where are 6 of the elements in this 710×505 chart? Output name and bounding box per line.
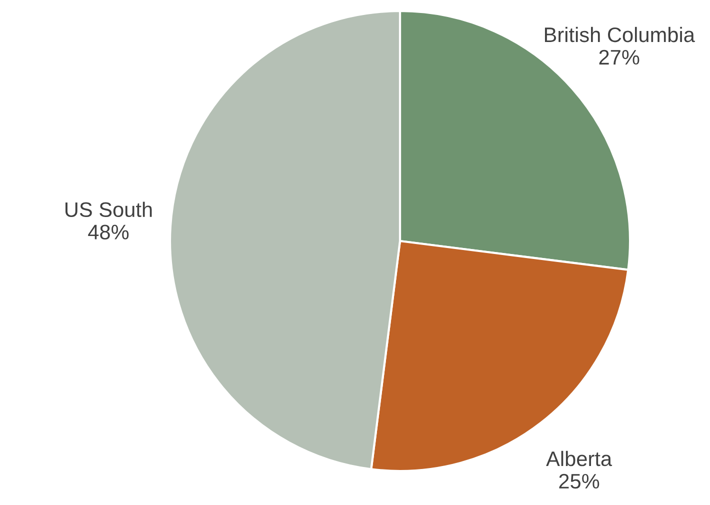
slice-label: US South — [66, 202, 152, 218]
slice-label: British Columbia — [544, 26, 695, 42]
data-label: 48% — [88, 224, 129, 240]
data-label: 25% — [559, 474, 600, 489]
data-label: 27% — [599, 50, 640, 65]
slice-label: Alberta — [546, 450, 612, 466]
